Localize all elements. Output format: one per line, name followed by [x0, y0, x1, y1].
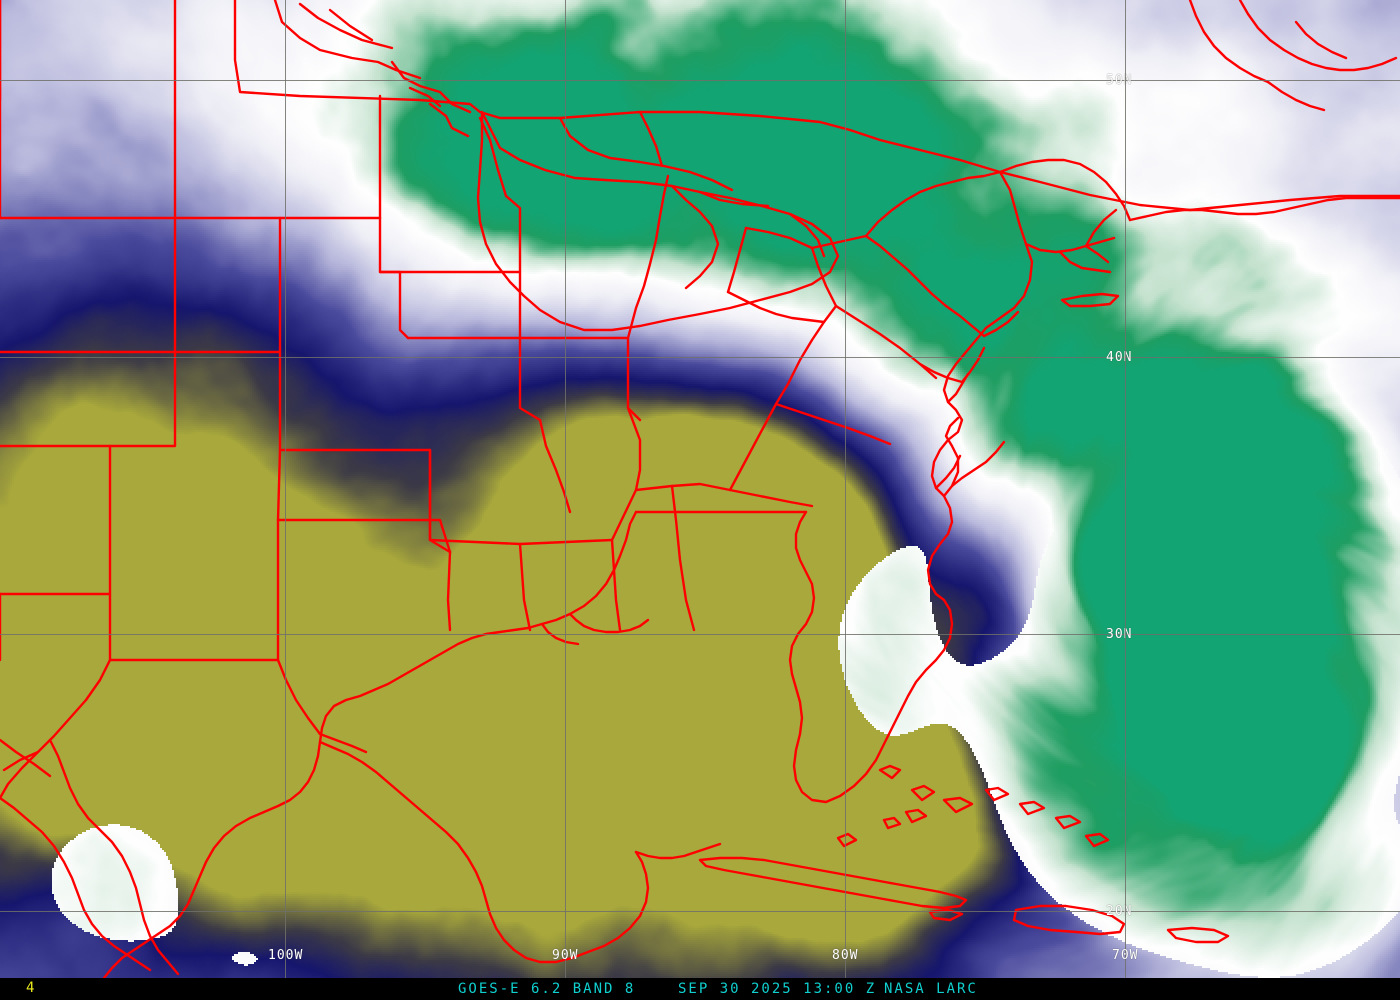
water-vapor-raster [0, 0, 1400, 978]
timestamp-label: SEP 30 2025 13:00 Z [678, 981, 877, 997]
source-label: NASA LARC [884, 981, 978, 997]
status-bar: 4 GOES-E 6.2 BAND 8 SEP 30 2025 13:00 Z … [0, 978, 1400, 1000]
sensor-label: GOES-E 6.2 BAND 8 [458, 981, 636, 997]
satellite-image: 50N 40N 30N 20N 100W 90W 80W 70W [0, 0, 1400, 978]
frame-counter: 4 [26, 980, 35, 996]
